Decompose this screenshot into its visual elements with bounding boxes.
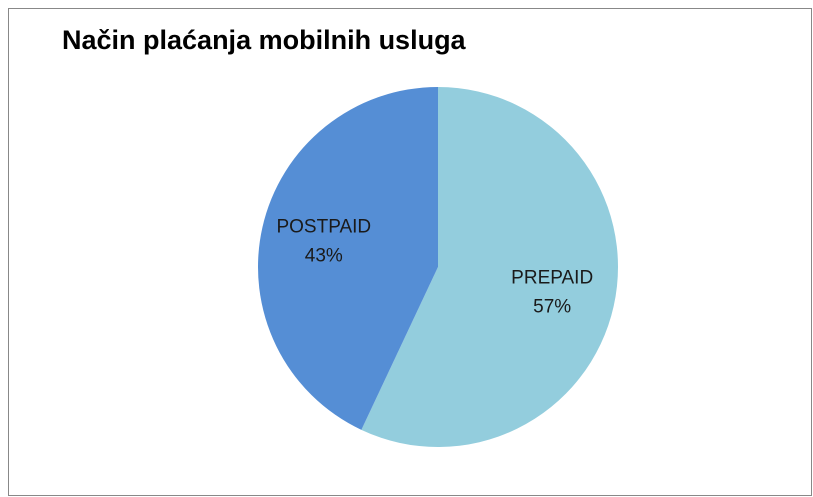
slice-value-label: 57%: [533, 297, 571, 318]
chart-title: Način plaćanja mobilnih usluga: [62, 25, 467, 55]
slice-category-label: POSTPAID: [276, 216, 371, 237]
pie-slice: [258, 87, 438, 430]
slice-category-label: PREPAID: [511, 268, 593, 289]
slice-value-label: 43%: [305, 245, 343, 266]
pie-slice: [361, 87, 619, 448]
